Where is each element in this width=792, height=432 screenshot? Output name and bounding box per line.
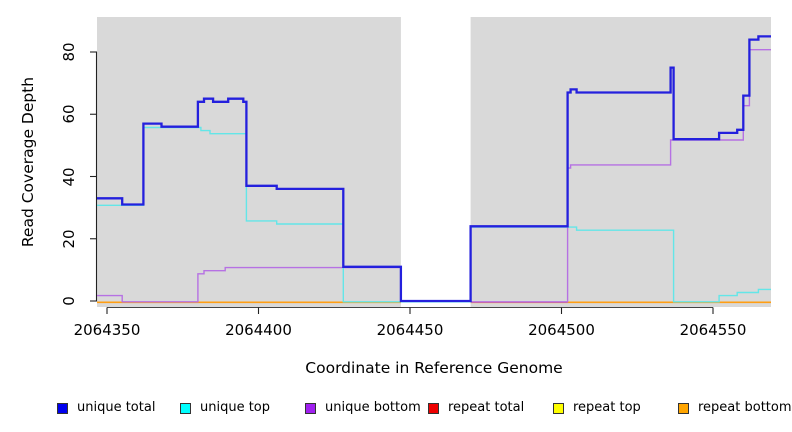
x-tick-label: 2064500: [528, 321, 595, 339]
y-tick-label: 40: [60, 166, 78, 187]
legend: unique total unique top unique bottom repea…: [0, 399, 792, 419]
legend-item-repeat-top: repeat top: [553, 399, 641, 417]
legend-item-unique-bottom: unique bottom: [305, 399, 421, 417]
legend-item-unique-top: unique top: [180, 399, 270, 417]
legend-label: repeat top: [573, 400, 641, 415]
x-tick-label: 2064400: [225, 321, 292, 339]
y-axis-title: Read Coverage Depth: [19, 76, 37, 248]
y-tick-label: 20: [60, 229, 78, 249]
legend-label: unique bottom: [325, 400, 421, 415]
legend-label: repeat total: [448, 400, 525, 415]
x-tick-label: 2064450: [376, 321, 444, 339]
legend-label: unique top: [200, 400, 271, 415]
legend-item-repeat-total: repeat total: [428, 399, 524, 417]
legend-swatch-icon: [678, 402, 689, 414]
legend-swatch-icon: [180, 402, 191, 414]
coverage-gap-band: [400, 17, 471, 307]
legend-swatch-icon: [553, 402, 564, 414]
legend-swatch-icon: [428, 402, 439, 414]
legend-item-unique-total: unique total: [57, 399, 155, 417]
y-tick-label: 60: [60, 104, 78, 124]
legend-label: unique total: [77, 400, 156, 415]
x-axis-title: Coordinate in Reference Genome: [305, 359, 563, 377]
legend-label: repeat bottom: [698, 400, 792, 415]
y-tick-label: 80: [60, 42, 78, 62]
x-tick-label: 2064550: [679, 321, 747, 339]
legend-item-repeat-bottom: repeat bottom: [678, 399, 792, 417]
legend-swatch-icon: [57, 402, 68, 414]
y-tick-label: 0: [60, 296, 78, 306]
x-tick-label: 2064350: [73, 321, 141, 339]
legend-swatch-icon: [305, 402, 316, 414]
series-unique-total: [97, 35, 771, 303]
